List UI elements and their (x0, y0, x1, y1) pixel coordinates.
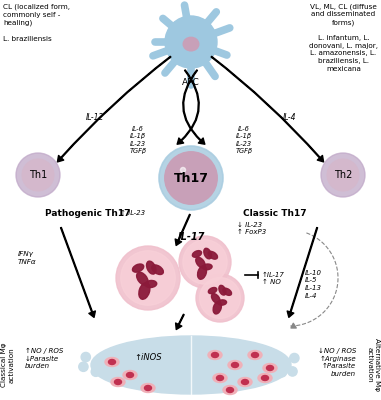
Ellipse shape (144, 386, 152, 390)
Ellipse shape (238, 378, 252, 386)
Ellipse shape (211, 294, 220, 303)
Text: VL, ML, CL (diffuse
and disseminated
forms)

L. infantum, L.
donovani, L. major,: VL, ML, CL (diffuse and disseminated for… (309, 3, 378, 72)
FancyArrowPatch shape (175, 214, 190, 246)
Ellipse shape (115, 380, 122, 384)
Ellipse shape (242, 380, 248, 384)
Ellipse shape (248, 350, 262, 360)
Ellipse shape (147, 261, 156, 274)
Circle shape (196, 274, 244, 322)
Circle shape (288, 367, 297, 376)
Ellipse shape (223, 288, 232, 295)
Ellipse shape (216, 376, 224, 380)
Ellipse shape (258, 374, 272, 382)
Text: IL-4: IL-4 (283, 114, 297, 122)
Ellipse shape (91, 336, 291, 394)
Text: IFNγ
TNFα: IFNγ TNFα (18, 251, 37, 265)
Circle shape (22, 159, 54, 191)
Text: IL-12: IL-12 (86, 114, 104, 122)
Text: ↑IL-17
↑ NO: ↑IL-17 ↑ NO (262, 272, 285, 286)
Text: APC: APC (182, 78, 200, 87)
Text: Th2: Th2 (334, 170, 352, 180)
Circle shape (111, 348, 120, 357)
FancyArrowPatch shape (291, 323, 296, 328)
Circle shape (159, 146, 223, 210)
FancyArrowPatch shape (176, 314, 184, 330)
Circle shape (255, 347, 264, 356)
Ellipse shape (192, 251, 202, 257)
FancyArrowPatch shape (58, 56, 171, 162)
Circle shape (277, 368, 287, 377)
Ellipse shape (145, 280, 157, 288)
Text: Th17: Th17 (173, 172, 208, 184)
FancyArrowPatch shape (61, 228, 95, 317)
Circle shape (200, 278, 240, 318)
Ellipse shape (226, 388, 234, 392)
Circle shape (79, 362, 88, 372)
Circle shape (121, 251, 175, 305)
Circle shape (327, 159, 359, 191)
Ellipse shape (218, 300, 227, 305)
Circle shape (183, 240, 227, 284)
Text: Th1: Th1 (29, 170, 47, 180)
Ellipse shape (251, 352, 258, 358)
Circle shape (116, 246, 180, 310)
Ellipse shape (223, 386, 237, 394)
Circle shape (165, 16, 217, 68)
Ellipse shape (208, 288, 217, 294)
Ellipse shape (208, 350, 222, 360)
Text: ↑NO / ROS
↓Parasite
burden: ↑NO / ROS ↓Parasite burden (25, 348, 63, 369)
Ellipse shape (232, 362, 239, 368)
Circle shape (16, 153, 60, 197)
Ellipse shape (196, 257, 205, 268)
FancyArrowPatch shape (211, 56, 323, 162)
Text: IL-10
IL-5
IL-13
IL-4: IL-10 IL-5 IL-13 IL-4 (305, 270, 322, 298)
Circle shape (165, 152, 217, 204)
Text: Classical Mφ
activation: Classical Mφ activation (2, 343, 14, 387)
Ellipse shape (141, 384, 155, 392)
Circle shape (91, 367, 101, 376)
Text: IL-17: IL-17 (177, 232, 205, 242)
Text: Pathogenic Th17: Pathogenic Th17 (45, 208, 131, 218)
Text: ↓NO / ROS
↑Arginase
↑Parasite
burden: ↓NO / ROS ↑Arginase ↑Parasite burden (318, 348, 356, 377)
Ellipse shape (198, 266, 207, 279)
Circle shape (321, 153, 365, 197)
Ellipse shape (123, 370, 137, 380)
Ellipse shape (219, 285, 226, 295)
Text: CL (localized form,
commonly self -
healing)

L. braziliensis: CL (localized form, commonly self - heal… (3, 3, 70, 42)
Ellipse shape (263, 364, 277, 372)
Ellipse shape (213, 374, 227, 382)
Text: ↓ IL-23
↑ FoxP3: ↓ IL-23 ↑ FoxP3 (237, 222, 266, 235)
Ellipse shape (137, 272, 148, 285)
Circle shape (181, 168, 186, 172)
Ellipse shape (105, 358, 119, 366)
Text: IL-6
IL-1β
IL-23
TGFβ: IL-6 IL-1β IL-23 TGFβ (130, 126, 147, 154)
Ellipse shape (183, 37, 199, 51)
Ellipse shape (204, 248, 211, 259)
Circle shape (81, 352, 90, 362)
Ellipse shape (213, 302, 221, 314)
Text: ↑iNOS: ↑iNOS (134, 354, 162, 362)
Ellipse shape (266, 366, 274, 370)
Text: Alternative Mφ
activation: Alternative Mφ activation (367, 338, 379, 392)
Ellipse shape (203, 264, 212, 270)
FancyArrowPatch shape (287, 228, 317, 317)
Ellipse shape (139, 283, 150, 299)
Ellipse shape (109, 360, 115, 364)
Text: Classic Th17: Classic Th17 (243, 208, 307, 218)
Text: ↑ IL-23: ↑ IL-23 (120, 210, 145, 216)
Ellipse shape (228, 360, 242, 370)
Ellipse shape (126, 372, 133, 378)
Ellipse shape (211, 352, 218, 358)
Circle shape (290, 354, 299, 363)
Ellipse shape (261, 376, 269, 380)
Text: IL-6
IL-1β
IL-23
TGFβ: IL-6 IL-1β IL-23 TGFβ (235, 126, 253, 154)
Ellipse shape (111, 378, 125, 386)
FancyArrowPatch shape (183, 70, 205, 144)
Ellipse shape (152, 265, 163, 274)
FancyArrowPatch shape (177, 70, 199, 144)
Ellipse shape (133, 264, 144, 272)
Circle shape (179, 236, 231, 288)
Ellipse shape (208, 251, 218, 259)
